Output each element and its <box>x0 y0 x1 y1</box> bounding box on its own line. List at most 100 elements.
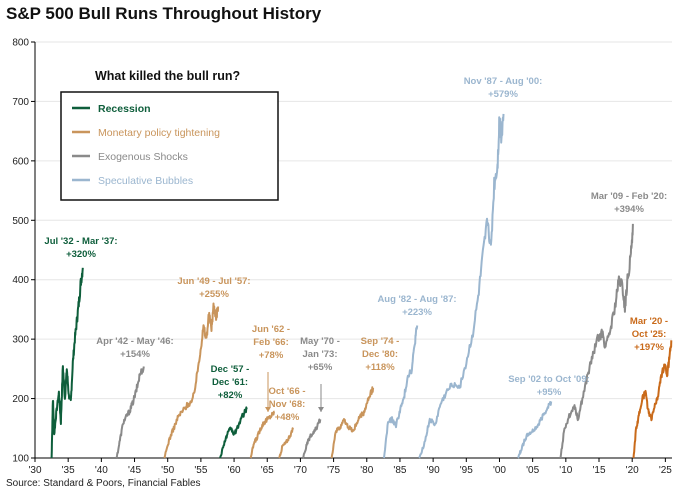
y-tick-label-800: 800 <box>12 38 29 49</box>
y-tick-label-400: 400 <box>12 275 29 286</box>
y-tick-label-100: 100 <box>12 454 29 465</box>
legend-title: What killed the bull run? <box>95 69 240 83</box>
x-tick-label-2005: '05 <box>526 465 539 476</box>
series-line-6 <box>302 418 322 459</box>
x-tick-label-1990: '90 <box>427 465 440 476</box>
x-tick-label-1930: '30 <box>28 465 41 476</box>
annotation-3: Dec '57 - Dec '61: +82% <box>211 364 250 401</box>
annotation-6-line-1: Jan '73: <box>303 349 338 360</box>
y-tick-label-200: 200 <box>12 394 29 405</box>
y-tick-label-700: 700 <box>12 97 29 108</box>
series-line-7 <box>330 386 375 459</box>
series-line-11 <box>559 223 634 459</box>
x-tick-label-2020: '20 <box>626 465 639 476</box>
annotation-0: Jul '32 - Mar '37: +320% <box>44 236 117 260</box>
x-tick-label-1965: '65 <box>261 465 274 476</box>
annotation-7-line-2: +118% <box>365 362 395 373</box>
annotations: Jul '32 - Mar '37: +320% Apr '42 - May '46… <box>44 76 668 423</box>
series-line-0 <box>50 267 84 459</box>
x-tick-label-1980: '80 <box>360 465 373 476</box>
annotation-3-line-2: +82% <box>218 390 243 401</box>
annotation-12-line-1: Oct '25: <box>632 329 666 340</box>
annotation-4-line-2: +78% <box>259 350 284 361</box>
annotation-4-line-1: Feb '66: <box>253 337 289 348</box>
x-axis-ticks: '30 '35 '40 '45 '50 '55 '60 '65 '70 '75 '80 '85 '90 '… <box>28 458 672 476</box>
annotation-7: Sep '74 - Dec '80: +118% <box>361 336 400 373</box>
x-tick-label-1960: '60 <box>228 465 241 476</box>
annotation-5-line-2: +48% <box>275 412 300 423</box>
annotation-6-line-2: +65% <box>308 362 333 373</box>
legend-label-3: Speculative Bubbles <box>98 175 193 187</box>
annotation-5: Oct '66 - Nov '68: +48% <box>268 386 305 423</box>
y-tick-label-500: 500 <box>12 216 29 227</box>
annotation-1: Apr '42 - May '46: +154% <box>96 336 173 360</box>
annotation-11-line-0: Mar '09 - Feb '20: <box>591 191 667 202</box>
series-lines <box>50 113 673 459</box>
series-line-1 <box>115 366 145 459</box>
y-tick-label-600: 600 <box>12 156 29 167</box>
annotation-5-line-1: Nov '68: <box>269 399 306 410</box>
annotation-2-line-0: Jun '49 - Jul '57: <box>177 276 250 287</box>
legend: What killed the bull run? Recession Moneta… <box>60 69 279 201</box>
annotation-4-line-0: Jun '62 - <box>252 324 290 335</box>
annotation-8: Aug '82 - Aug '87: +223% <box>377 294 456 318</box>
annotation-2: Jun '49 - Jul '57: +255% <box>177 276 250 300</box>
axes <box>34 42 672 459</box>
annotation-5-line-0: Oct '66 - <box>268 386 305 397</box>
arrow-may70-head <box>318 407 324 412</box>
x-tick-label-1955: '55 <box>194 465 207 476</box>
annotation-6: May '70 - Jan '73: +65% <box>300 336 340 373</box>
annotation-10-line-1: +95% <box>537 387 562 398</box>
x-tick-label-1950: '50 <box>161 465 174 476</box>
series-line-2 <box>163 302 220 459</box>
legend-label-2: Exogenous Shocks <box>98 151 188 163</box>
x-tick-label-1985: '85 <box>393 465 406 476</box>
x-tick-label-1970: '70 <box>294 465 307 476</box>
annotation-6-line-0: May '70 - <box>300 336 340 347</box>
series-line-12 <box>632 340 673 459</box>
series-line-4 <box>249 410 275 459</box>
annotation-12-line-0: Mar '20 - <box>630 316 668 327</box>
annotation-11: Mar '09 - Feb '20: +394% <box>591 191 667 215</box>
annotation-arrows <box>265 372 324 412</box>
annotation-0-line-0: Jul '32 - Mar '37: <box>44 236 117 247</box>
series-line-8 <box>383 325 419 459</box>
x-tick-label-1945: '45 <box>128 465 141 476</box>
annotation-10: Sep '02 to Oct '09: +95% <box>508 374 590 398</box>
arrow-jun62-head <box>265 407 271 412</box>
series-line-9 <box>418 113 505 459</box>
chart-title: S&P 500 Bull Runs Throughout History <box>6 4 322 23</box>
x-tick-label-1975: '75 <box>327 465 340 476</box>
annotation-9: Nov '87 - Aug '00: +579% <box>464 76 543 100</box>
x-tick-label-2010: '10 <box>559 465 572 476</box>
annotation-9-line-0: Nov '87 - Aug '00: <box>464 76 543 87</box>
annotation-2-line-1: +255% <box>199 289 229 300</box>
series-line-10 <box>517 401 553 459</box>
source-note: Source: Standard & Poors, Financial Fabl… <box>6 478 201 489</box>
y-axis-ticks: 100 200 300 400 500 600 700 800 <box>12 38 35 465</box>
annotation-7-line-0: Sep '74 - <box>361 336 400 347</box>
annotation-10-line-0: Sep '02 to Oct '09: <box>508 374 590 385</box>
annotation-7-line-1: Dec '80: <box>362 349 398 360</box>
annotation-8-line-0: Aug '82 - Aug '87: <box>377 294 456 305</box>
annotation-11-line-1: +394% <box>614 204 644 215</box>
x-tick-label-2015: '15 <box>592 465 605 476</box>
x-tick-label-2000: '00 <box>493 465 506 476</box>
annotation-1-line-1: +154% <box>120 349 150 360</box>
annotation-8-line-1: +223% <box>402 307 432 318</box>
series-line-5 <box>278 427 295 459</box>
series-line-3 <box>219 406 248 459</box>
annotation-1-line-0: Apr '42 - May '46: <box>96 336 173 347</box>
y-tick-label-300: 300 <box>12 335 29 346</box>
annotation-12-line-2: +197% <box>634 342 664 353</box>
x-tick-label-1940: '40 <box>95 465 108 476</box>
annotation-12: Mar '20 - Oct '25: +197% <box>630 316 668 353</box>
x-tick-label-2025: '25 <box>659 465 672 476</box>
legend-label-0: Recession <box>98 103 151 115</box>
x-tick-label-1935: '35 <box>62 465 75 476</box>
legend-box <box>60 91 279 201</box>
annotation-4: Jun '62 - Feb '66: +78% <box>252 324 290 361</box>
annotation-9-line-1: +579% <box>488 89 518 100</box>
annotation-0-line-1: +320% <box>66 249 96 260</box>
